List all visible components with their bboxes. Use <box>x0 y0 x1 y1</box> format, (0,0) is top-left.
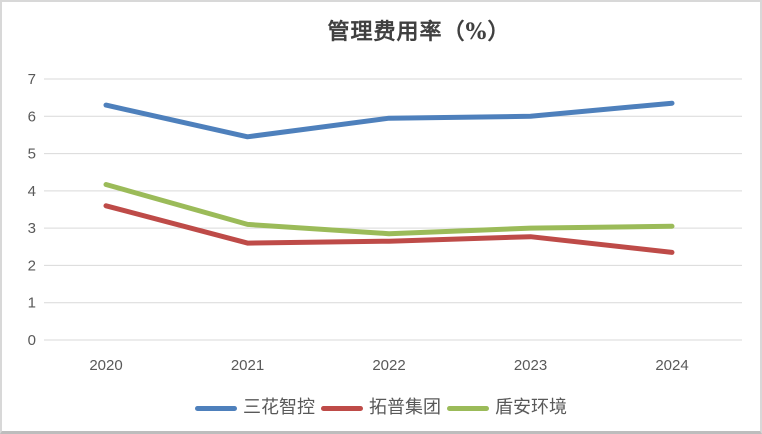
legend-line-swatch <box>321 405 363 411</box>
legend-item: 盾安环境 <box>447 399 567 417</box>
legend-line-swatch <box>447 405 489 411</box>
legend-label: 拓普集团 <box>369 397 441 418</box>
series-line-盾安环境 <box>103 182 675 237</box>
chart-legend: 三花智控 拓普集团 盾安环境 <box>2 399 760 417</box>
x-axis-tick-label: 2023 <box>514 357 547 374</box>
series-line-三花智控 <box>103 100 675 140</box>
y-axis-tick-label: 3 <box>28 220 36 237</box>
x-axis-tick-label: 2020 <box>89 357 122 374</box>
chart-title: 管理费用率（%） <box>327 19 511 45</box>
legend-item: 三花智控 <box>195 399 315 417</box>
series-line-拓普集团 <box>103 203 675 255</box>
y-axis-tick-label: 5 <box>28 146 36 163</box>
y-axis-tick-label: 6 <box>28 108 36 125</box>
x-axis-tick-label: 2021 <box>231 357 264 374</box>
x-axis-tick-label: 2024 <box>655 357 688 374</box>
legend-label: 三花智控 <box>243 397 315 418</box>
x-axis-tick-label: 2022 <box>372 357 405 374</box>
legend-line-swatch <box>195 405 237 411</box>
y-axis-tick-label: 7 <box>28 71 36 88</box>
legend-label: 盾安环境 <box>495 397 567 418</box>
y-axis-tick-label: 2 <box>28 257 36 274</box>
y-axis-tick-label: 4 <box>28 183 36 200</box>
y-axis-tick-label: 1 <box>28 295 36 312</box>
legend-item: 拓普集团 <box>321 399 441 417</box>
y-axis-tick-label: 0 <box>28 332 36 349</box>
